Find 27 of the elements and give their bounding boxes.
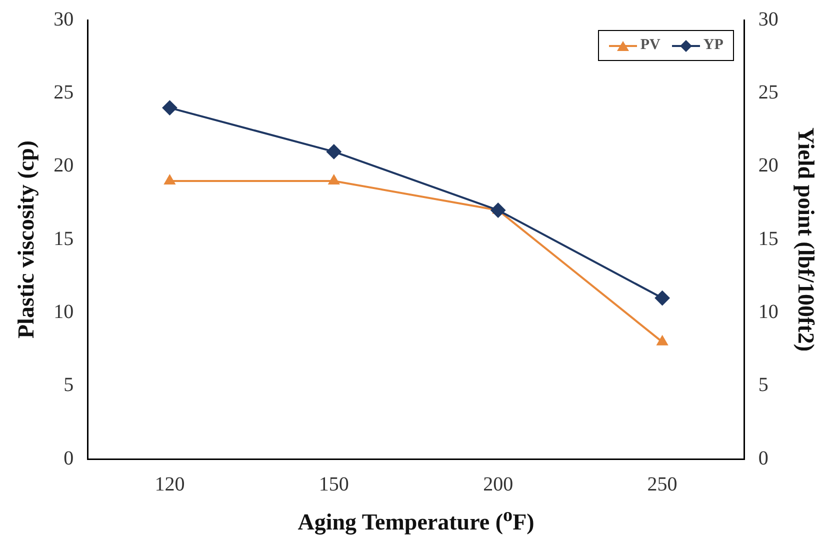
x-tick-label: 250 — [647, 473, 678, 496]
point — [326, 144, 342, 160]
y2-tick-label: 5 — [758, 374, 768, 396]
y-tick-label: 10 — [54, 300, 74, 323]
y-tick-label: 15 — [54, 228, 74, 250]
y2-axis-title: Yield point (lbf/100ft2) — [793, 127, 818, 352]
point — [490, 202, 506, 218]
y-tick-label: 0 — [64, 447, 74, 470]
y2-tick-label: 30 — [758, 8, 778, 30]
legend-label: YP — [703, 37, 724, 54]
y-tick-label: 5 — [64, 374, 74, 396]
y2-tick-label: 15 — [758, 228, 778, 250]
point — [162, 100, 178, 116]
y2-tick-label: 10 — [758, 300, 778, 323]
x-tick-label: 150 — [318, 473, 349, 496]
x-axis-title: Aging Temperature ($^{o}$F) — [296, 505, 536, 536]
x-tick-label: 120 — [154, 473, 185, 496]
point — [654, 290, 670, 306]
y-axis-title: Plastic viscosity (cp) — [14, 140, 39, 339]
y-tick-label: 25 — [54, 81, 74, 104]
y2-tick-label: 20 — [758, 154, 778, 177]
legend-label: PV — [640, 37, 660, 54]
y-tick-label: 30 — [54, 8, 74, 30]
y2-tick-label: 25 — [758, 81, 778, 104]
y-tick-label: 20 — [54, 154, 74, 177]
y2-tick-label: 0 — [758, 447, 768, 470]
x-tick-label: 200 — [483, 473, 514, 496]
